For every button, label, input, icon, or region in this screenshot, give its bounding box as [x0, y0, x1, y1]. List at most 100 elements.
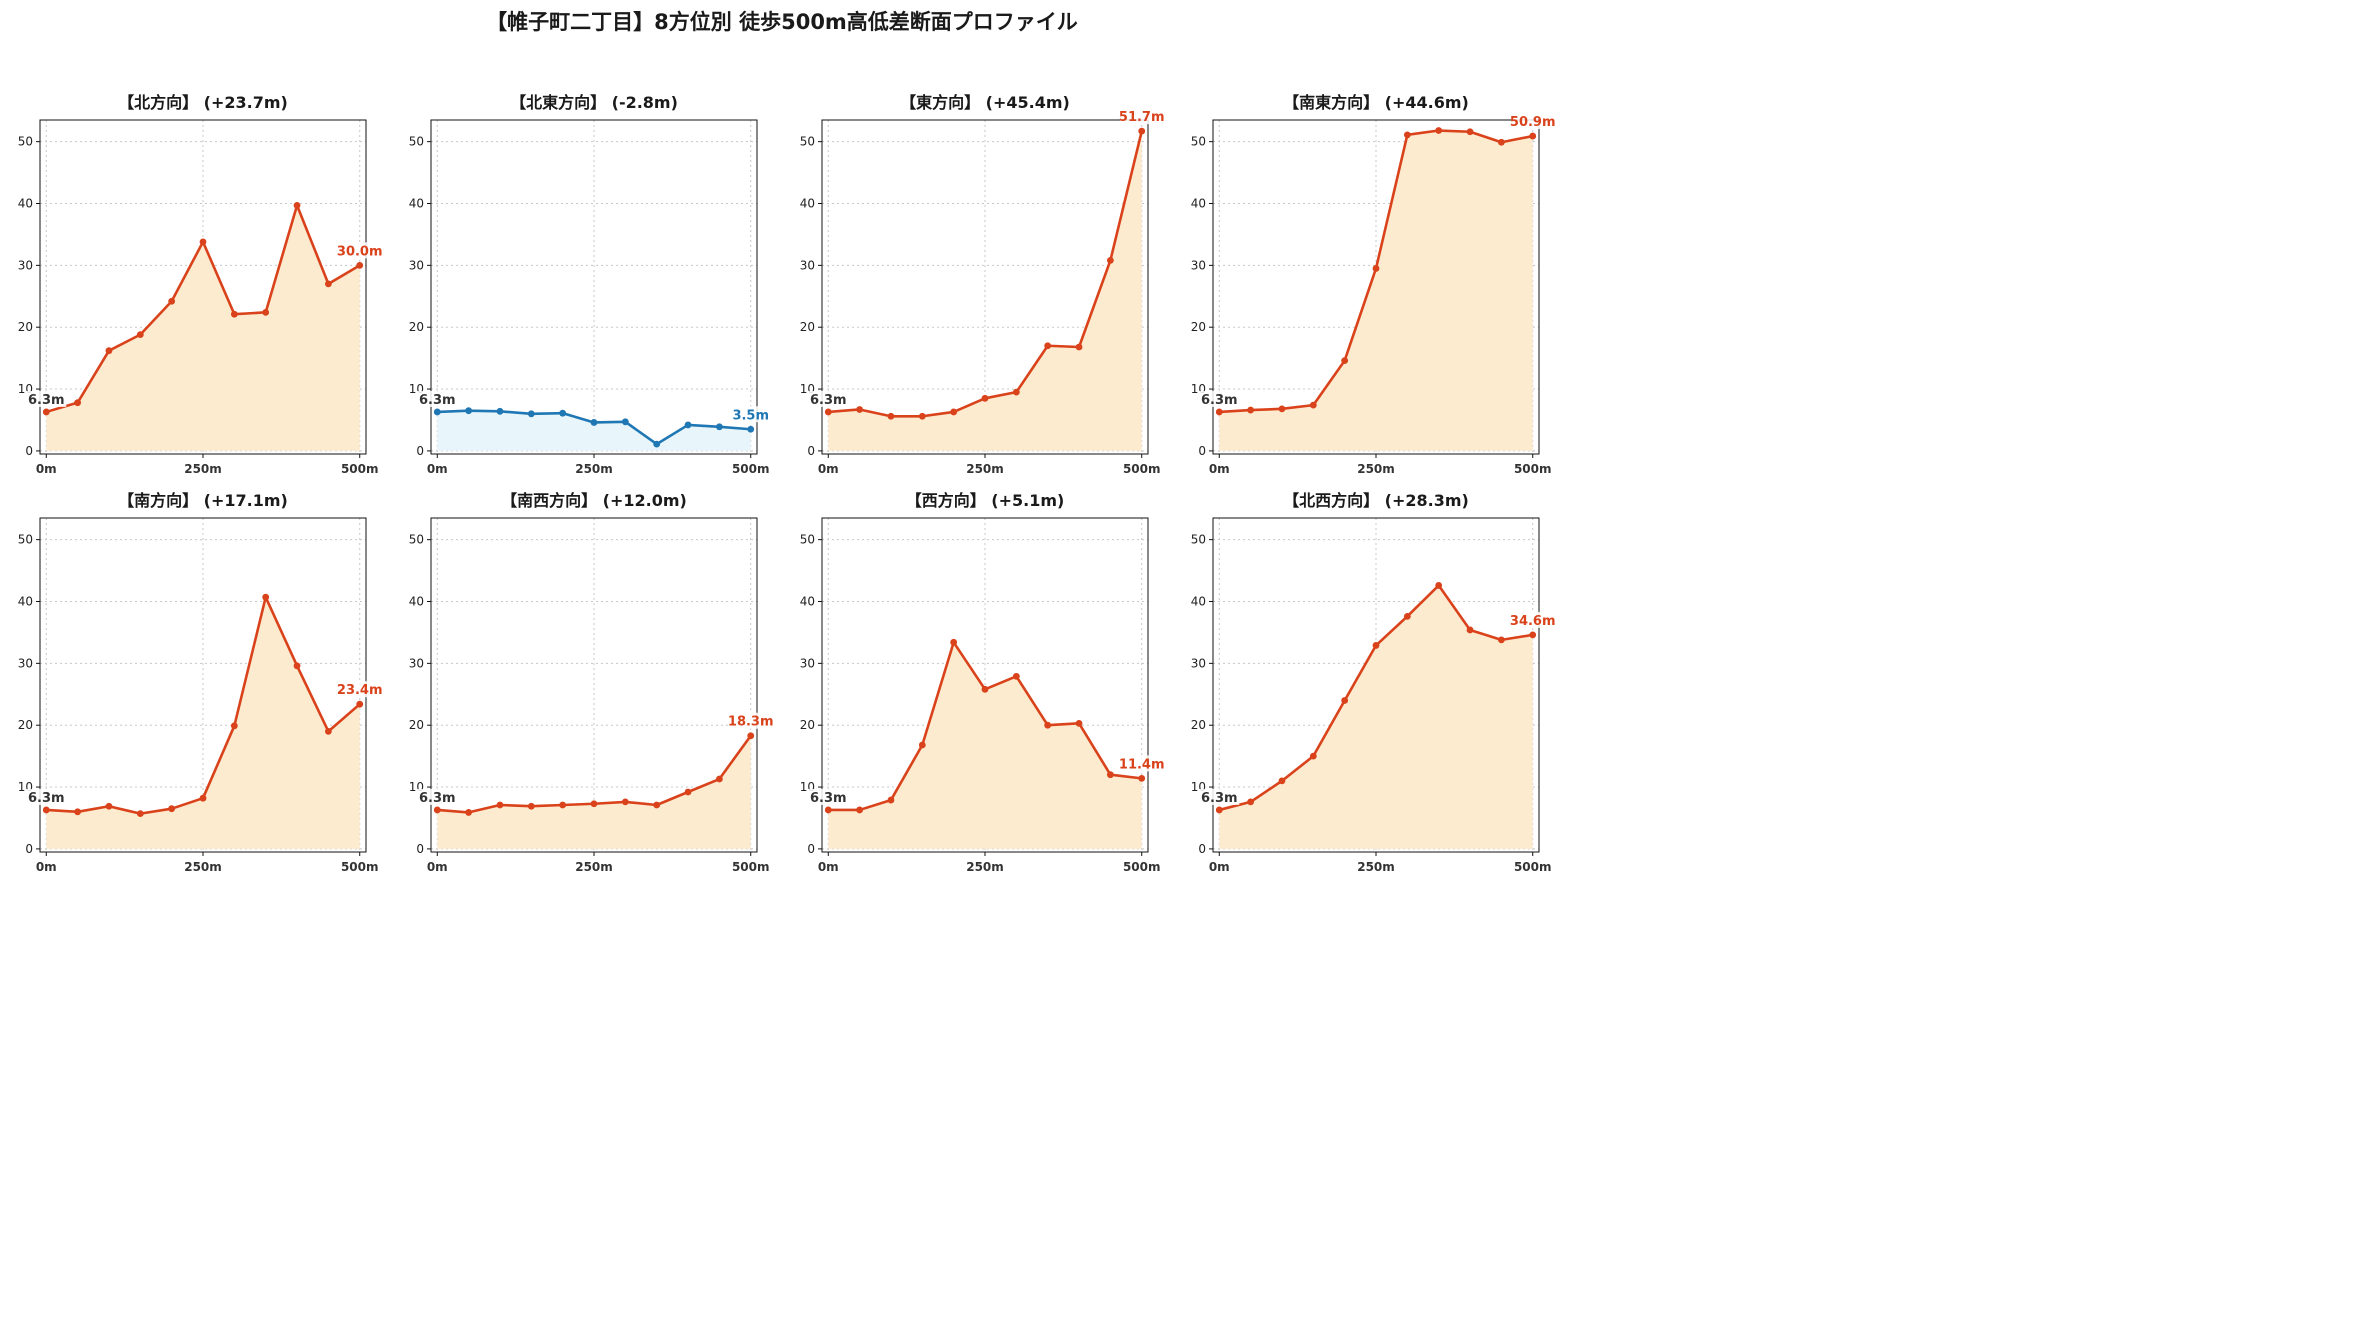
data-point [527, 802, 535, 810]
data-point [433, 806, 441, 814]
data-point [856, 406, 864, 413]
x-tick-label: 250m [575, 860, 613, 874]
y-tick-label: 30 [800, 656, 815, 670]
x-tick-label: 0m [36, 462, 57, 476]
start-label: 6.3m [1201, 791, 1238, 806]
end-label-bg [338, 242, 381, 259]
y-tick-label: 20 [409, 320, 424, 334]
x-tick-label: 250m [575, 462, 613, 476]
y-tick-label: 20 [800, 718, 815, 732]
data-point [199, 794, 207, 802]
data-point [1466, 128, 1474, 136]
y-tick-label: 40 [1191, 197, 1206, 211]
data-point [918, 412, 926, 420]
data-point [465, 809, 473, 816]
area-fill [46, 205, 360, 451]
start-label: 6.3m [28, 393, 65, 408]
end-label: 18.3m [728, 715, 774, 730]
data-point [42, 408, 50, 416]
data-point [262, 593, 270, 601]
data-point [199, 238, 207, 246]
panel-title: 【南西方向】 (+12.0m) [501, 491, 687, 510]
y-tick-label: 0 [1198, 444, 1206, 458]
y-tick-label: 40 [409, 197, 424, 211]
data-point [496, 407, 504, 415]
data-point [715, 423, 723, 431]
x-tick-label: 500m [341, 462, 379, 476]
x-tick-label: 0m [427, 462, 448, 476]
data-point [1044, 721, 1052, 729]
x-tick-label: 0m [1209, 860, 1230, 874]
panel-title: 【西方向】 (+5.1m) [906, 491, 1065, 510]
data-point [1278, 405, 1286, 413]
area-fill [437, 410, 751, 451]
data-point [527, 410, 535, 418]
start-label-bg [26, 788, 67, 805]
y-tick-label: 30 [1191, 656, 1206, 670]
y-tick-label: 0 [807, 444, 815, 458]
data-point [293, 662, 301, 670]
start-label-bg [808, 788, 849, 805]
data-point [1341, 357, 1349, 365]
data-point [1215, 408, 1223, 416]
data-point [887, 412, 895, 420]
x-tick-label: 250m [184, 462, 222, 476]
data-point [1372, 642, 1380, 649]
y-tick-label: 40 [18, 197, 33, 211]
panel-title: 【南方向】 (+17.1m) [118, 491, 288, 510]
y-tick-label: 50 [409, 135, 424, 149]
start-label: 6.3m [419, 393, 456, 408]
start-label-bg [1199, 390, 1240, 407]
panel-title: 【北東方向】 (-2.8m) [510, 93, 678, 112]
x-tick-label: 250m [966, 860, 1004, 874]
y-tick-label: 40 [1191, 595, 1206, 609]
data-point [856, 806, 864, 814]
data-point [950, 638, 958, 646]
figure: 【帷子町二丁目】8方位別 徒歩500m高低差断面プロファイル 【北方向】 (+2… [0, 0, 1564, 880]
y-tick-label: 0 [25, 444, 33, 458]
y-tick-label: 20 [800, 320, 815, 334]
data-point [1106, 771, 1114, 779]
data-point [1497, 138, 1505, 146]
data-point [1215, 806, 1223, 814]
data-point [887, 796, 895, 804]
x-tick-label: 500m [341, 860, 379, 874]
data-point [230, 722, 238, 730]
area-fill [46, 597, 360, 849]
y-tick-label: 30 [409, 656, 424, 670]
data-point [981, 685, 989, 693]
x-tick-label: 0m [818, 860, 839, 874]
data-point [590, 419, 598, 426]
start-label: 6.3m [419, 791, 456, 806]
x-tick-label: 500m [1514, 860, 1552, 874]
y-tick-label: 30 [1191, 258, 1206, 272]
data-point [1106, 257, 1114, 264]
data-point [1309, 752, 1317, 760]
end-label: 3.5m [732, 408, 769, 423]
data-point [1247, 798, 1255, 806]
end-label: 34.6m [1510, 614, 1556, 629]
end-label: 23.4m [337, 683, 383, 698]
data-point [136, 810, 144, 818]
data-point [324, 280, 332, 288]
x-tick-label: 250m [966, 462, 1004, 476]
area-fill [828, 131, 1142, 451]
data-point [747, 425, 755, 433]
x-tick-label: 500m [732, 860, 770, 874]
data-point [1012, 388, 1020, 396]
data-point [293, 201, 301, 209]
data-point [465, 407, 473, 415]
start-label-bg [26, 390, 67, 407]
data-point [1138, 127, 1146, 135]
y-tick-label: 0 [25, 842, 33, 856]
data-point [74, 399, 82, 407]
y-tick-label: 50 [409, 533, 424, 547]
y-tick-label: 50 [18, 135, 33, 149]
end-label-bg [1511, 113, 1554, 130]
data-point [1435, 582, 1443, 589]
